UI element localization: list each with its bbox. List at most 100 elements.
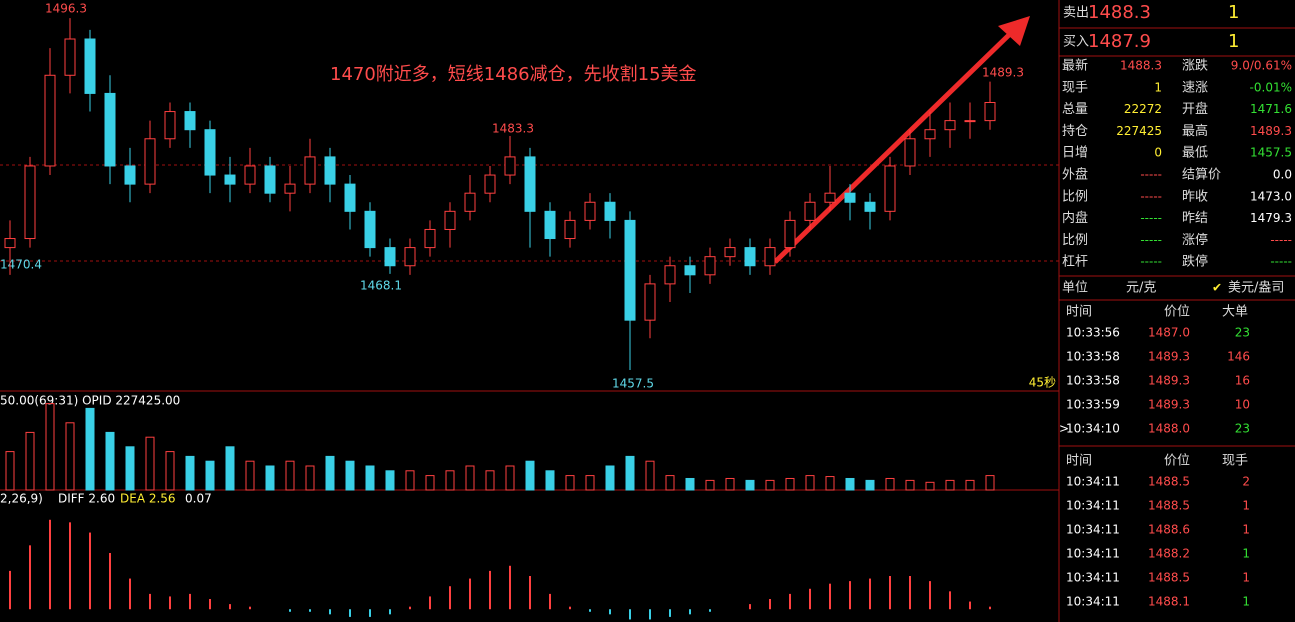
panel-text: 1 (1154, 80, 1162, 94)
candle-body (724, 247, 736, 258)
price-label: 1483.3 (492, 122, 534, 136)
candle-body (644, 283, 656, 321)
volume-bar (325, 455, 335, 491)
panel-text: 最高 (1182, 123, 1208, 139)
volume-bar (205, 460, 215, 491)
panel-text: 现手 (1222, 454, 1248, 469)
candle-body (624, 219, 636, 321)
candle-body (524, 156, 536, 212)
volume-bar (925, 481, 935, 491)
panel-text: 10 (1235, 398, 1250, 412)
panel-text: 1 (1228, 31, 1239, 52)
candle-body (224, 174, 236, 185)
candle-body (304, 156, 316, 185)
panel-text: 22272 (1124, 102, 1162, 116)
volume-bar (605, 465, 615, 491)
panel-text: ----- (1140, 189, 1162, 203)
arrow (773, 16, 1030, 264)
panel-text: 10:33:58 (1066, 350, 1120, 364)
candle-body (804, 201, 816, 221)
panel-text: 23 (1235, 422, 1250, 436)
candle-body (364, 210, 376, 249)
candle-body (324, 156, 336, 185)
panel-text: 1 (1242, 571, 1250, 585)
panel-text: 持仓 (1062, 124, 1088, 139)
panel-text: 16 (1235, 374, 1250, 388)
candle-body (884, 165, 896, 212)
panel-text: 10:34:11 (1066, 523, 1120, 537)
volume-header: 50.00(69:31) OPID 227425.00 (0, 394, 180, 408)
panel-text: 1487.9 (1088, 31, 1151, 52)
candle-body (844, 192, 856, 203)
panel-text: 10:33:59 (1066, 398, 1120, 412)
panel-text: 比例 (1062, 233, 1088, 248)
panel-text: 9.0/0.61% (1231, 59, 1292, 73)
volume-bar (665, 475, 675, 491)
panel-text: 1488.3 (1120, 59, 1162, 73)
candle-body (204, 129, 216, 176)
panel-text: 1473.0 (1250, 189, 1292, 203)
panel-text: 10:34:11 (1066, 571, 1120, 585)
panel-text: 涨停 (1182, 232, 1208, 248)
candle-body (404, 247, 416, 267)
panel-text: 昨收 (1182, 189, 1208, 204)
volume-bar (65, 422, 75, 491)
candle-body (124, 165, 136, 185)
panel-text: ----- (1140, 233, 1162, 247)
volume-bar (585, 475, 595, 491)
panel-text: 买入 (1063, 35, 1089, 50)
candle-body (344, 183, 356, 212)
panel-text: 2 (1242, 475, 1250, 489)
panel-text: 最低 (1182, 146, 1208, 161)
panel-text: 10:34:11 (1066, 499, 1120, 513)
candle-body (964, 120, 976, 123)
candle-body (704, 256, 716, 276)
panel-text: 比例 (1062, 189, 1088, 204)
volume-bar (885, 477, 895, 491)
candle-body (384, 247, 396, 267)
volume-bar (405, 470, 415, 491)
volume-bar (825, 476, 835, 491)
candle-body (84, 38, 96, 94)
volume-bar (45, 403, 55, 491)
candle-body (824, 192, 836, 203)
panel-text: 1 (1242, 547, 1250, 561)
candle-body (464, 192, 476, 212)
volume-bar (685, 477, 695, 491)
panel-text: 涨跌 (1182, 58, 1208, 74)
panel-text: -0.01% (1250, 80, 1292, 94)
candle-body (64, 38, 76, 76)
candle-body (44, 74, 56, 167)
panel-text: 1489.3 (1250, 124, 1292, 138)
panel-text: 美元/盎司 (1228, 281, 1284, 296)
panel-text: 时间 (1066, 305, 1092, 320)
candle-body (504, 156, 516, 176)
panel-text: 大单 (1222, 305, 1248, 320)
panel-text: 结算价 (1182, 168, 1221, 183)
panel-text: 1488.1 (1148, 595, 1190, 609)
volume-bar (565, 475, 575, 491)
volume-bar (125, 446, 135, 491)
panel-text: 卖出 (1063, 6, 1089, 21)
candle-body (264, 165, 276, 194)
volume-bar (985, 475, 995, 491)
price-label: 1468.1 (360, 279, 402, 293)
volume-bar (545, 470, 555, 491)
panel-text: 1 (1242, 595, 1250, 609)
candle-body (24, 165, 36, 240)
volume-bar (905, 479, 915, 491)
panel-text: 跌停 (1182, 254, 1208, 270)
volume-bar (105, 431, 115, 491)
panel-text: 1489.3 (1148, 350, 1190, 364)
panel-text: 1488.6 (1148, 523, 1190, 537)
panel-text: 最新 (1062, 58, 1088, 74)
panel-text: ----- (1140, 211, 1162, 225)
volume-bar (245, 460, 255, 491)
panel-text: 单位 (1062, 281, 1088, 296)
volume-bar (225, 446, 235, 491)
volume-bar (965, 479, 975, 491)
volume-bar (285, 460, 295, 491)
panel-text: 内盘 (1062, 210, 1088, 226)
candle-body (544, 210, 556, 240)
